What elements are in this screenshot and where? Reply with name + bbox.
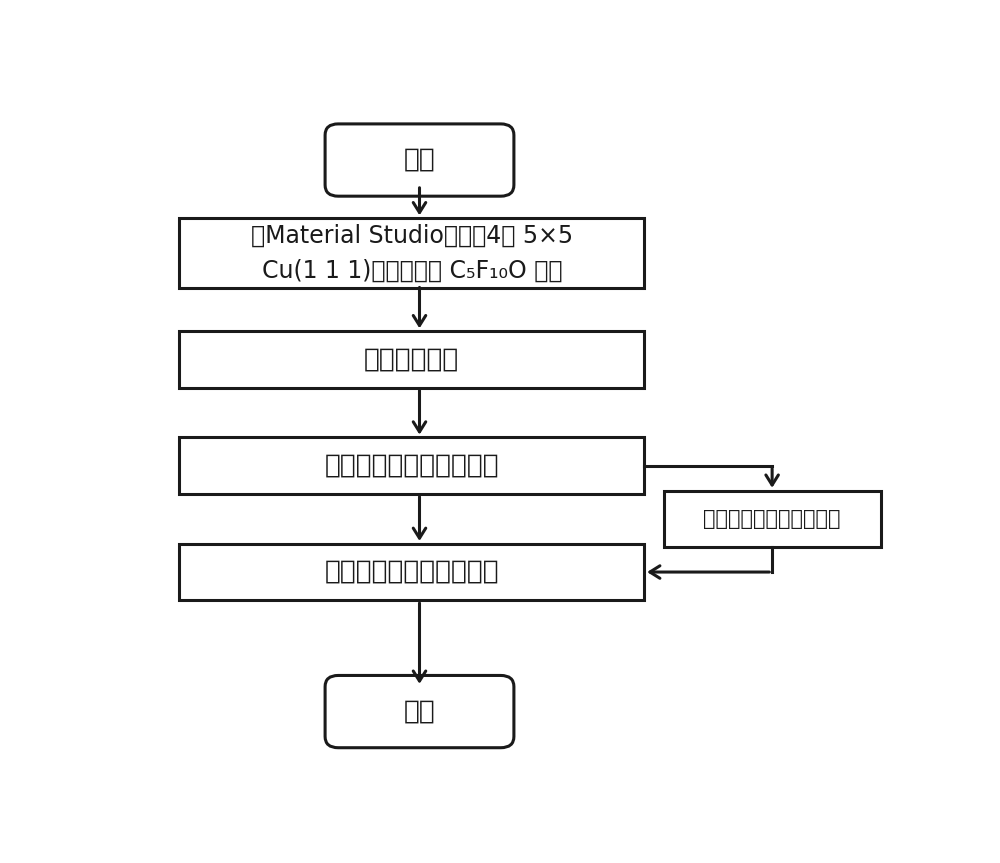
Text: Cu(1 1 1)表面模型和 C₅F₁₀O 模型: Cu(1 1 1)表面模型和 C₅F₁₀O 模型 <box>262 258 562 282</box>
Text: 结束: 结束 <box>404 698 435 725</box>
Bar <box>179 544 644 601</box>
Text: 计算吸附能和电子转移量: 计算吸附能和电子转移量 <box>324 559 499 585</box>
Text: 优化初始模型: 优化初始模型 <box>364 346 459 373</box>
FancyBboxPatch shape <box>325 676 514 747</box>
Bar <box>179 331 644 387</box>
Bar <box>179 438 644 494</box>
Bar <box>664 491 881 547</box>
FancyBboxPatch shape <box>325 124 514 196</box>
Text: 增加不同电压，优化计算: 增加不同电压，优化计算 <box>703 509 841 529</box>
Text: 开始: 开始 <box>404 147 435 173</box>
Text: 在Material Studio中建立4层 5×5: 在Material Studio中建立4层 5×5 <box>251 224 573 248</box>
Bar <box>179 218 644 288</box>
Text: 变化吸附位点，优化计算: 变化吸附位点，优化计算 <box>324 453 499 479</box>
